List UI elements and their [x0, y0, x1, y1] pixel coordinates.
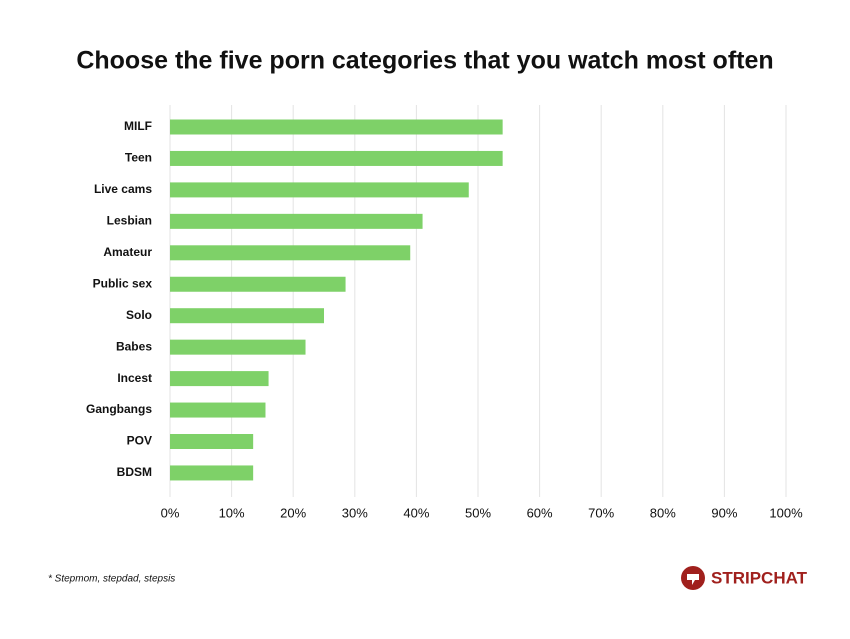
bar	[170, 213, 423, 229]
y-tick-label: Amateur	[103, 245, 152, 259]
bar	[170, 150, 503, 166]
y-tick-label: Public sex	[93, 276, 153, 290]
y-tick-label: Solo	[126, 308, 152, 322]
x-tick-label: 100%	[769, 505, 803, 520]
x-tick-label: 30%	[342, 505, 368, 520]
x-tick-label: 60%	[527, 505, 553, 520]
footnote: * Stepmom, stepdad, stepsis	[48, 574, 175, 585]
logo-icon	[681, 566, 705, 590]
logo: STRIPCHAT	[711, 568, 808, 587]
x-tick-label: 80%	[650, 505, 676, 520]
y-tick-label: Incest	[117, 371, 152, 385]
y-tick-label: Gangbangs	[86, 402, 152, 416]
y-tick-label: Live cams	[94, 182, 152, 196]
bar	[170, 308, 324, 324]
x-tick-label: 10%	[219, 505, 245, 520]
x-tick-label: 20%	[280, 505, 306, 520]
bar	[170, 371, 269, 387]
bar	[170, 119, 503, 135]
x-tick-label: 70%	[588, 505, 614, 520]
bar	[170, 245, 411, 261]
x-tick-label: 90%	[711, 505, 737, 520]
x-tick-label: 50%	[465, 505, 491, 520]
y-tick-label: Teen	[125, 151, 152, 165]
bar	[170, 182, 469, 198]
bar	[170, 434, 254, 449]
bar	[170, 276, 346, 292]
y-tick-label: POV	[127, 434, 152, 448]
y-tick-label: Lesbian	[107, 214, 152, 228]
chart-title: Choose the five porn categories that you…	[76, 47, 773, 75]
bar	[170, 402, 266, 418]
bar	[170, 339, 306, 355]
x-tick-label: 40%	[403, 505, 429, 520]
y-tick-label: MILF	[124, 119, 152, 133]
y-tick-label: BDSM	[117, 465, 152, 479]
x-tick-label: 0%	[161, 505, 180, 520]
bar	[170, 465, 254, 481]
y-tick-label: Babes	[116, 339, 152, 353]
